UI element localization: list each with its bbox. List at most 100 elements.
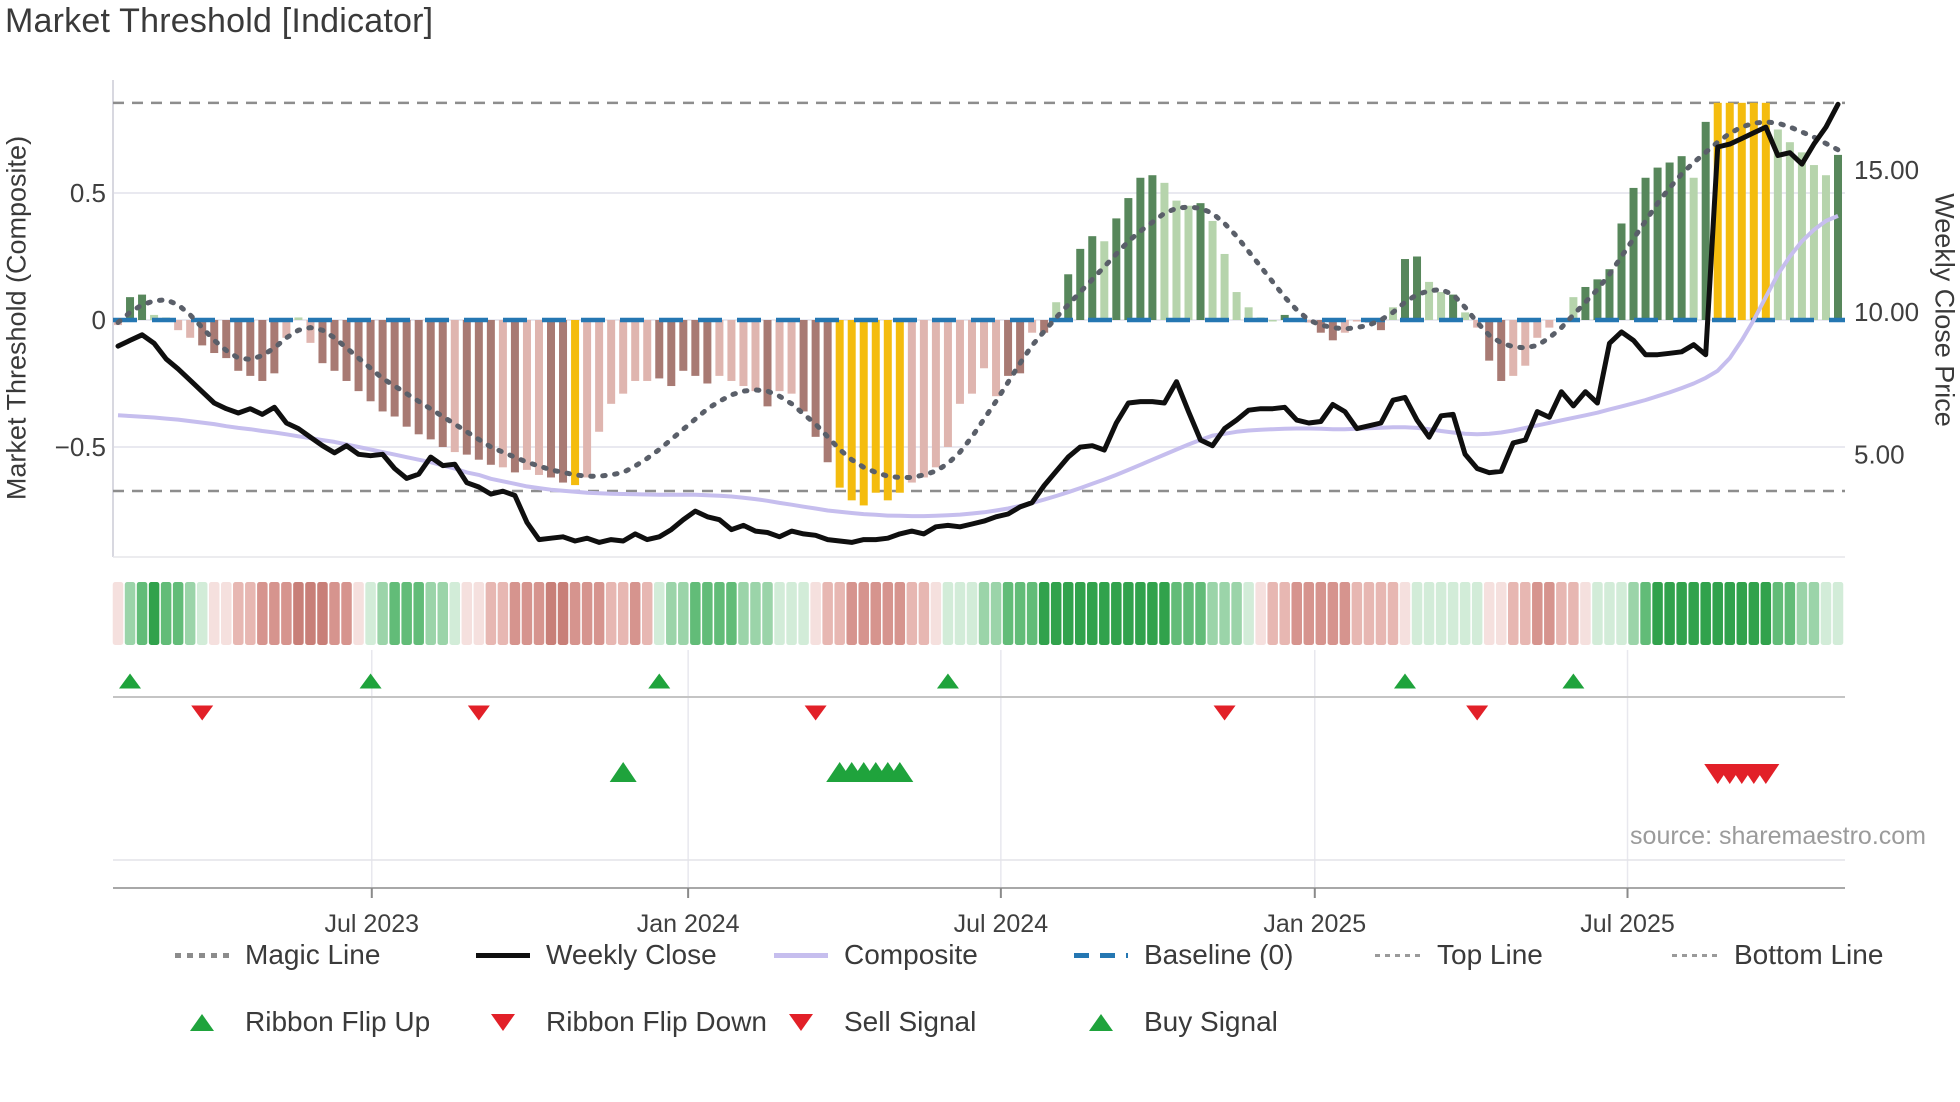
ribbon-cell — [894, 582, 906, 645]
threshold-bar — [462, 320, 471, 455]
ribbon-cell — [846, 582, 857, 645]
ribbon-cell — [329, 582, 340, 645]
threshold-bar — [1028, 320, 1037, 333]
ribbon-cell — [257, 582, 268, 645]
threshold-bar — [1016, 320, 1025, 374]
threshold-bar — [150, 314, 159, 320]
threshold-bar — [1545, 320, 1554, 328]
threshold-bar — [1124, 198, 1133, 320]
ribbon-cell — [1375, 582, 1387, 645]
ribbon-cell — [269, 582, 280, 645]
x-axis-tick-labels: Jul 2023 Jan 2024 Jul 2024 Jan 2025 Jul 2025 — [325, 910, 1675, 938]
ribbon-cell — [581, 582, 593, 645]
threshold-bar — [318, 320, 327, 364]
threshold-bar — [1629, 187, 1638, 320]
threshold-bar — [1304, 320, 1313, 323]
threshold-bar — [222, 320, 231, 359]
threshold-bar — [751, 320, 760, 392]
ribbon-flip-up-marker — [359, 673, 382, 689]
threshold-bar — [138, 294, 147, 320]
ribbon-cell — [1062, 582, 1074, 645]
threshold-bar — [354, 320, 363, 392]
source-credit: source: sharemaestro.com — [1630, 822, 1926, 850]
ribbon-cell — [1279, 582, 1290, 645]
threshold-bar — [907, 320, 916, 483]
threshold-bar — [607, 320, 616, 404]
threshold-bar — [931, 320, 940, 468]
threshold-bar — [787, 320, 796, 394]
ribbon-cell — [353, 582, 364, 645]
ribbon-cell — [1050, 582, 1062, 645]
ribbon-cell — [654, 582, 665, 645]
ribbon-cell — [160, 582, 172, 645]
ribbon-cell — [1038, 582, 1050, 645]
threshold-bar — [1701, 121, 1710, 320]
weekly-close-line — [115, 101, 1841, 545]
threshold-bar — [474, 320, 483, 460]
ribbon-cell — [1363, 582, 1375, 645]
ribbon-cell — [377, 582, 388, 645]
ribbon-cell — [1123, 582, 1134, 645]
ribbon-flip-down-marker — [804, 705, 827, 721]
ribbon-cell — [437, 582, 449, 645]
threshold-bar — [306, 320, 315, 343]
threshold-bar — [1112, 218, 1121, 320]
threshold-bar — [715, 320, 724, 376]
buy-signal-markers — [609, 762, 914, 782]
ribbon-cell — [569, 582, 581, 645]
ribbon-cell — [184, 582, 196, 645]
ribbon-cell — [1291, 582, 1302, 645]
tick-label: 15.00 — [1854, 155, 1919, 185]
ribbon-cell — [1387, 582, 1399, 645]
ribbon-cell — [221, 582, 232, 645]
ribbon-cell — [1195, 582, 1206, 645]
threshold-bar — [498, 320, 507, 468]
ribbon-cell — [942, 582, 954, 645]
threshold-bar — [510, 320, 519, 473]
ribbon-cell — [1784, 582, 1796, 645]
ribbon-cell — [389, 582, 400, 645]
threshold-bar — [655, 320, 664, 379]
ribbon-cell — [1171, 582, 1182, 645]
sell-signal-markers — [1704, 764, 1780, 784]
threshold-bar — [246, 320, 255, 376]
threshold-bar — [1400, 259, 1409, 320]
tick-label: −0.5 — [55, 432, 106, 462]
threshold-bar — [727, 320, 736, 381]
ribbon-cell — [533, 582, 545, 645]
threshold-bar — [1497, 320, 1506, 381]
ribbon-cell — [1700, 582, 1711, 645]
threshold-bar — [595, 320, 604, 432]
threshold-bar — [1677, 156, 1686, 320]
ribbon-cell — [1628, 582, 1639, 645]
threshold-bar — [1425, 281, 1434, 320]
ribbon-cell — [1483, 582, 1495, 645]
ribbon-cell — [678, 582, 689, 645]
threshold-bar — [1593, 279, 1602, 320]
tick-label: 0.5 — [70, 178, 106, 208]
threshold-bar — [955, 320, 964, 404]
ribbon-cell — [1411, 582, 1423, 645]
threshold-bar — [1076, 248, 1085, 320]
ribbon-flip-up-marker — [1393, 673, 1416, 689]
ribbon-cell — [172, 582, 184, 645]
threshold-bar — [174, 320, 183, 331]
ribbon-cell — [822, 582, 833, 645]
threshold-bar — [1040, 320, 1049, 333]
tick-label: 0 — [92, 305, 106, 335]
threshold-bar — [402, 320, 411, 427]
signal-panel-gridlines — [371, 650, 1629, 888]
ribbon-cell — [954, 582, 966, 645]
tick-label: Jul 2025 — [1580, 910, 1675, 938]
threshold-bar — [1196, 203, 1205, 320]
threshold-bar — [126, 297, 135, 320]
ribbon-flip-down-marker — [1213, 705, 1236, 721]
ribbon-cell — [738, 582, 749, 645]
ribbon-cell — [136, 582, 148, 645]
threshold-bar — [210, 320, 219, 354]
ribbon-cell — [1135, 582, 1146, 645]
threshold-bar — [1617, 223, 1626, 320]
ribbon-cell — [1820, 582, 1832, 645]
ribbon-cell — [365, 582, 376, 645]
